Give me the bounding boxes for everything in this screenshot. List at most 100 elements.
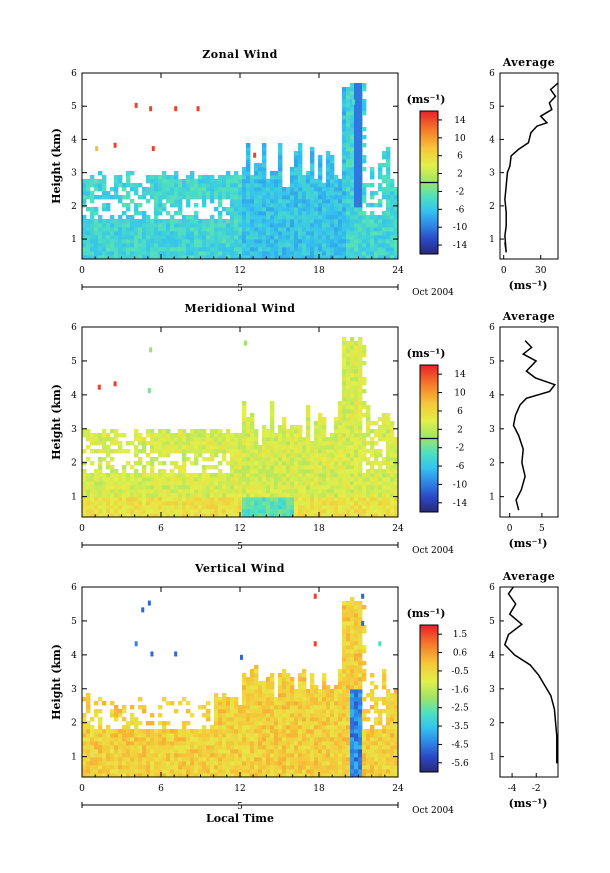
heatmap-cell <box>270 681 275 686</box>
heatmap-cell <box>230 509 235 514</box>
heatmap-cell <box>190 235 195 240</box>
heatmap-cell <box>230 469 235 474</box>
heatmap-cell <box>310 757 315 762</box>
heatmap-cell <box>294 461 299 466</box>
heatmap-cell <box>262 219 267 224</box>
heatmap-cell <box>298 705 303 710</box>
heatmap-cell <box>134 203 139 208</box>
heatmap-cell <box>318 753 323 758</box>
heatmap-cell <box>102 445 107 450</box>
heatmap-cell <box>110 741 115 746</box>
heatmap-cell <box>362 155 367 160</box>
heatmap-cell <box>282 737 287 742</box>
heatmap-cell <box>250 701 255 706</box>
heatmap-cell <box>350 473 355 478</box>
heatmap-cell <box>254 445 259 450</box>
heatmap-cell <box>94 489 99 494</box>
heatmap-cell <box>142 195 147 200</box>
heatmap-cell <box>230 481 235 486</box>
heatmap-cell <box>314 705 319 710</box>
heatmap-cell <box>354 183 359 188</box>
heatmap-cell <box>382 505 387 510</box>
heatmap-cell <box>186 223 191 228</box>
heatmap-cell <box>338 689 343 694</box>
heatmap-cell <box>258 485 263 490</box>
heatmap-cell <box>150 457 155 462</box>
heatmap-cell <box>198 183 203 188</box>
heatmap-cell <box>370 183 375 188</box>
heatmap-cell <box>118 757 123 762</box>
heatmap-cell <box>262 497 267 502</box>
heatmap-cell <box>158 741 163 746</box>
heatmap-cell <box>158 243 163 248</box>
heatmap-cell <box>382 191 387 196</box>
heatmap-cell <box>250 749 255 754</box>
heatmap-cell <box>282 721 287 726</box>
heatmap-cell <box>242 709 247 714</box>
heatmap-cell <box>166 485 171 490</box>
heatmap-cell <box>94 709 99 714</box>
heatmap-cell <box>358 469 363 474</box>
heatmap-cell <box>370 449 375 454</box>
heatmap-cell <box>122 183 127 188</box>
heatmap-cell <box>290 207 295 212</box>
heatmap-cell <box>338 203 343 208</box>
heatmap-cell <box>94 753 99 758</box>
heatmap-cell <box>318 449 323 454</box>
heatmap-cell <box>254 235 259 240</box>
heatmap-cell <box>134 183 139 188</box>
heatmap-cell <box>342 143 347 148</box>
heatmap-cell <box>334 433 339 438</box>
heatmap-cell <box>290 171 295 176</box>
heatmap-cell <box>226 223 231 228</box>
heatmap-cell <box>238 501 243 506</box>
heatmap-cell <box>334 429 339 434</box>
heatmap-cell <box>390 429 395 434</box>
heatmap-cell <box>302 179 307 184</box>
heatmap-cell <box>322 191 327 196</box>
heatmap-cell <box>198 749 203 754</box>
heatmap-cell <box>254 469 259 474</box>
heatmap-cell <box>206 473 211 478</box>
heatmap-cell <box>246 745 251 750</box>
heatmap-cell <box>290 437 295 442</box>
heatmap-cell <box>290 247 295 252</box>
heatmap-cell <box>110 729 115 734</box>
heatmap-cell <box>314 255 319 260</box>
heatmap-cell <box>230 701 235 706</box>
heatmap-cell <box>306 701 311 706</box>
heatmap-cell <box>214 195 219 200</box>
heatmap-cell <box>346 389 351 394</box>
heatmap-cell <box>214 227 219 232</box>
heatmap-cell <box>142 729 147 734</box>
heatmap-cell <box>138 737 143 742</box>
heatmap-cell <box>282 437 287 442</box>
heatmap-cell <box>106 749 111 754</box>
heatmap-cell <box>362 489 367 494</box>
heatmap-cell <box>246 227 251 232</box>
heatmap-cell <box>242 473 247 478</box>
heatmap-cell <box>134 187 139 192</box>
heatmap-cell <box>354 119 359 124</box>
heatmap-cell <box>206 227 211 232</box>
heatmap-cell <box>150 195 155 200</box>
heatmap-cell <box>210 191 215 196</box>
heatmap-cell <box>278 227 283 232</box>
heatmap-cell <box>234 477 239 482</box>
heatmap-cell <box>246 163 251 168</box>
heatmap-cell <box>338 243 343 248</box>
heatmap-cell <box>266 207 271 212</box>
heatmap-cell <box>138 433 143 438</box>
heatmap-cell <box>162 757 167 762</box>
heatmap-cell <box>358 497 363 502</box>
heatmap-cell <box>218 733 223 738</box>
heatmap-cell <box>346 107 351 112</box>
heatmap-cell <box>150 461 155 466</box>
heatmap-cell <box>98 231 103 236</box>
heatmap-cell <box>138 741 143 746</box>
heatmap-cell <box>334 183 339 188</box>
heatmap-cell <box>98 729 103 734</box>
heatmap-cell <box>314 461 319 466</box>
heatmap-cell <box>378 243 383 248</box>
heatmap-cell <box>350 131 355 136</box>
